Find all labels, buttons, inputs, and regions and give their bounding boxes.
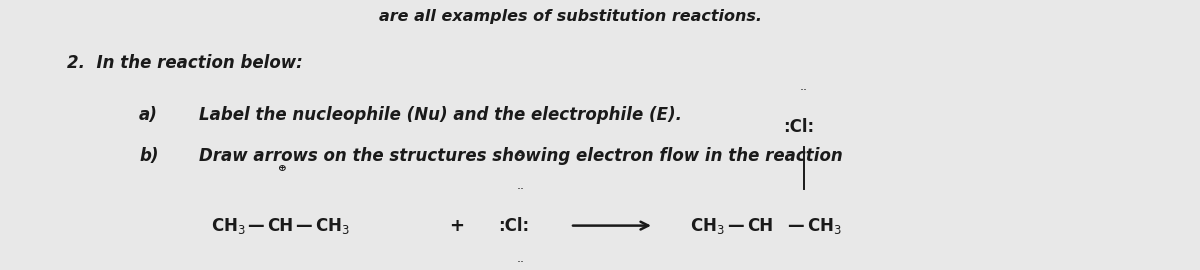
Text: Draw arrows on the structures showing electron flow in the reaction: Draw arrows on the structures showing el… [199,147,842,166]
Text: are all examples of substitution reactions.: are all examples of substitution reactio… [378,9,762,24]
Text: CH: CH [748,217,773,235]
Text: ⊕: ⊕ [277,163,286,173]
Text: b): b) [139,147,158,166]
Text: :Cl:: :Cl: [498,217,529,235]
Text: ··: ·· [517,256,524,269]
Text: —: — [787,217,804,235]
Text: ··: ·· [799,83,808,97]
Text: —: — [727,217,744,235]
Text: a): a) [139,106,158,124]
Text: —: — [247,217,264,235]
Text: 2.  In the reaction below:: 2. In the reaction below: [67,53,302,72]
Text: CH$_3$: CH$_3$ [211,216,246,236]
Text: CH$_3$: CH$_3$ [808,216,842,236]
Text: CH: CH [268,217,293,235]
Text: —: — [295,217,312,235]
Text: CH$_3$: CH$_3$ [316,216,350,236]
Text: ··: ·· [517,183,524,195]
Text: :Cl:: :Cl: [784,117,815,136]
Text: +: + [449,217,464,235]
Text: CH$_3$: CH$_3$ [690,216,725,236]
Text: ⊖: ⊖ [516,148,524,158]
Text: Label the nucleophile (Nu) and the electrophile (E).: Label the nucleophile (Nu) and the elect… [199,106,682,124]
